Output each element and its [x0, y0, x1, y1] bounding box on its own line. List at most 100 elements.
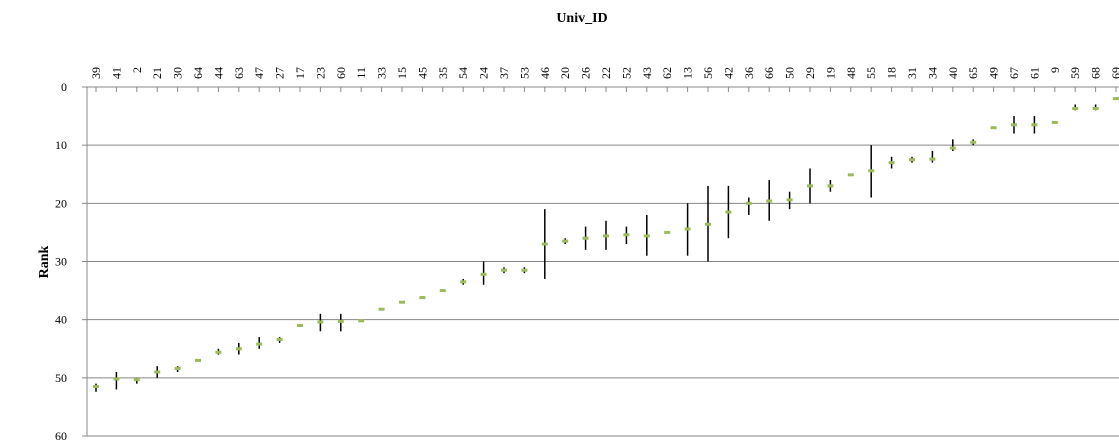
x-tick-label: 27: [273, 67, 287, 79]
x-tick-label: 20: [558, 67, 572, 79]
x-tick-label: 67: [1007, 67, 1021, 79]
median-point: [215, 350, 222, 354]
median-point: [970, 140, 977, 144]
median-point: [909, 158, 915, 162]
median-point: [276, 337, 283, 341]
median-point: [705, 222, 711, 226]
x-tick-label: 23: [313, 67, 327, 79]
median-point: [868, 169, 875, 173]
median-point: [745, 201, 752, 205]
x-tick-label: 44: [211, 67, 225, 79]
x-tick-label: 35: [436, 67, 450, 79]
grid-lines: [82, 86, 1119, 437]
x-tick-label: 43: [640, 67, 654, 79]
x-tick-label: 30: [171, 67, 185, 79]
x-tick-label: 13: [681, 67, 695, 79]
x-tick-label: 26: [579, 67, 593, 79]
median-point: [541, 242, 548, 246]
x-tick-label: 49: [987, 67, 1001, 79]
x-tick-label: 61: [1027, 67, 1041, 79]
x-tick-label: 21: [150, 67, 164, 79]
x-tick-label: 68: [1089, 67, 1103, 79]
x-tick-label: 41: [109, 67, 123, 79]
y-tick-label: 10: [55, 138, 67, 152]
x-tick-label: 11: [354, 67, 368, 79]
x-tick-label: 60: [334, 67, 348, 79]
x-tick-label: 65: [966, 67, 980, 79]
x-tick-label: 54: [456, 67, 470, 79]
median-point: [847, 173, 854, 177]
x-tick-label: 62: [660, 67, 674, 79]
x-tick-label: 15: [395, 67, 409, 79]
median-point: [480, 272, 487, 276]
x-tick-label: 47: [252, 67, 266, 79]
x-tick-label: 18: [885, 67, 899, 79]
median-point: [501, 268, 507, 272]
median-point: [807, 184, 813, 188]
x-tick-label: 17: [293, 67, 307, 79]
x-tick-label: 63: [232, 67, 246, 79]
median-point: [562, 239, 569, 243]
median-point: [358, 319, 365, 323]
x-tick-label: 36: [742, 67, 756, 79]
median-point: [725, 210, 732, 214]
x-tick-label: 33: [375, 67, 389, 79]
median-point: [195, 358, 201, 362]
median-point: [888, 161, 895, 165]
median-point: [256, 342, 263, 346]
median-point: [827, 184, 834, 188]
chart-title: Univ_ID: [556, 11, 607, 26]
median-point: [174, 367, 181, 371]
median-point: [93, 385, 99, 389]
median-point: [603, 234, 609, 238]
median-point: [113, 377, 120, 381]
median-point: [1051, 120, 1058, 124]
median-points: [93, 97, 1119, 389]
x-tick-label: 29: [803, 67, 817, 79]
median-point: [1031, 123, 1038, 127]
median-point: [949, 146, 956, 150]
x-tick-label: 45: [415, 67, 429, 79]
y-tick-label: 20: [55, 196, 67, 210]
median-point: [337, 319, 344, 323]
x-tick-label: 55: [864, 67, 878, 79]
x-tick-label: 69: [1109, 67, 1119, 79]
median-point: [235, 347, 242, 351]
median-point: [154, 370, 161, 374]
y-axis-label: Rank: [37, 245, 52, 278]
median-point: [378, 307, 385, 311]
median-point: [439, 289, 446, 293]
median-point: [1092, 107, 1099, 111]
x-tick-label: 56: [701, 67, 715, 79]
x-tick-label: 42: [721, 67, 735, 79]
median-point: [582, 236, 589, 240]
y-tick-label: 50: [55, 371, 67, 385]
x-tick-label: 59: [1068, 67, 1082, 79]
x-tick-label: 64: [191, 67, 205, 79]
x-tick-label: 48: [844, 67, 858, 79]
range-bars: [95, 104, 1097, 392]
median-point: [1072, 107, 1079, 111]
x-tick-label: 31: [905, 67, 919, 79]
x-tick-label: 39: [89, 67, 103, 79]
x-tick-label: 37: [497, 67, 511, 79]
median-point: [419, 296, 426, 300]
median-point: [684, 227, 691, 231]
x-tick-label: 50: [783, 67, 797, 79]
y-tick-label: 30: [55, 255, 67, 269]
median-point: [1113, 97, 1119, 101]
x-tick-label: 19: [823, 67, 837, 79]
x-tick-label: 22: [599, 67, 613, 79]
median-point: [990, 126, 997, 130]
median-point: [460, 280, 467, 284]
median-point: [643, 234, 650, 238]
median-point: [786, 198, 793, 202]
median-point: [929, 157, 936, 161]
median-point: [399, 300, 405, 304]
y-tick-labels: 0 10 20 30 40 50 60: [55, 80, 67, 441]
x-tick-labels: 39 41 2 21 30 64 44 63 47 27 17 23 60 11 33 15 45 35 54 24 3…: [89, 67, 1119, 79]
median-point: [297, 323, 303, 327]
x-tick-label: 34: [925, 67, 939, 79]
median-point: [1011, 123, 1017, 127]
